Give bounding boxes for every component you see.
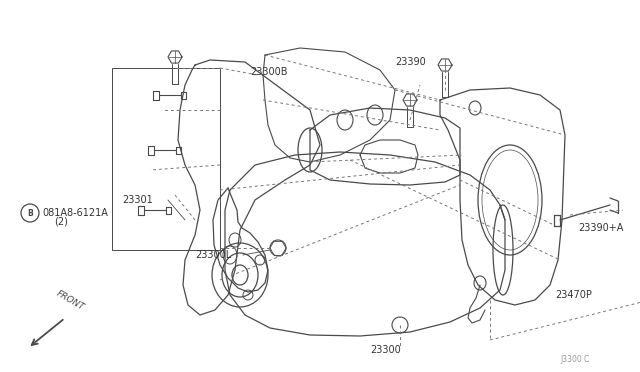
Text: (2): (2) (54, 217, 68, 227)
Text: FRONT: FRONT (55, 289, 86, 312)
Text: J3300 C: J3300 C (560, 356, 589, 365)
Text: B: B (27, 208, 33, 218)
Text: 23390+A: 23390+A (578, 223, 623, 233)
Text: 23470P: 23470P (555, 290, 592, 300)
Text: 23390: 23390 (395, 57, 426, 67)
Text: 23301: 23301 (122, 195, 153, 205)
Text: 23300L: 23300L (195, 250, 231, 260)
Text: 23300: 23300 (370, 345, 401, 355)
Text: 23300B: 23300B (250, 67, 287, 77)
Text: 081A8-6121A: 081A8-6121A (42, 208, 108, 218)
Bar (112, 68, 220, 250)
